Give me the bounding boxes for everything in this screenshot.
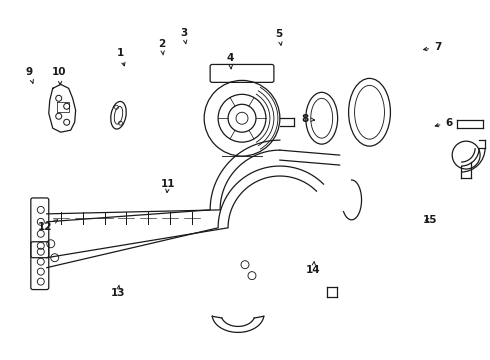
Text: 14: 14 xyxy=(306,262,320,275)
Text: 13: 13 xyxy=(111,285,125,298)
Text: 9: 9 xyxy=(25,67,33,83)
Text: 4: 4 xyxy=(227,53,234,69)
Text: 1: 1 xyxy=(117,48,125,66)
Text: 6: 6 xyxy=(435,118,453,128)
Text: 3: 3 xyxy=(180,28,188,44)
Text: 5: 5 xyxy=(275,29,283,45)
Text: 2: 2 xyxy=(158,40,166,55)
Text: 12: 12 xyxy=(38,220,58,232)
Text: 7: 7 xyxy=(423,42,441,52)
Text: 8: 8 xyxy=(301,114,315,124)
Text: 10: 10 xyxy=(52,67,67,85)
Text: 11: 11 xyxy=(161,179,175,193)
Text: 15: 15 xyxy=(423,215,438,225)
